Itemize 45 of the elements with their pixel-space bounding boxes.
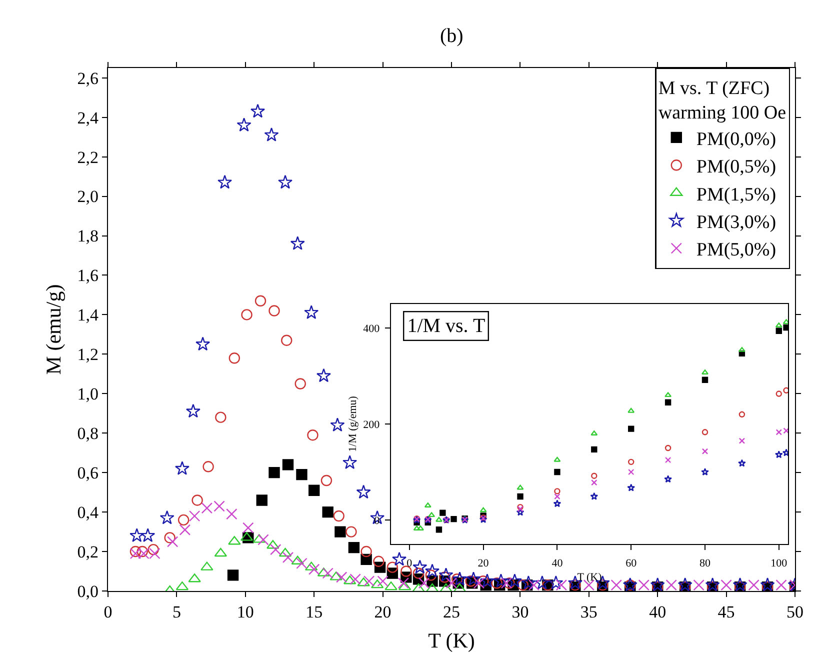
- x-tick-label: 40: [552, 557, 564, 570]
- y-tick-label: 0,4: [77, 503, 99, 522]
- y-axis-title: M (emu/g): [41, 284, 66, 375]
- x-tick-label: 5: [172, 602, 181, 622]
- y-tick-label: 2,0: [77, 187, 98, 206]
- x-tick-label: 0: [104, 602, 112, 622]
- x-axis-title: T (K): [577, 572, 602, 584]
- x-tick-label: 30: [512, 602, 529, 622]
- x-tick-label: 45: [718, 602, 735, 622]
- legend-label: PM(3,0%): [696, 212, 776, 233]
- x-tick-label: 100: [770, 557, 788, 570]
- y-tick-label: 0,8: [77, 424, 98, 444]
- x-tick-label: 60: [626, 557, 638, 570]
- y-tick-label: 1,8: [77, 226, 98, 246]
- legend-label: PM(0,5%): [696, 156, 776, 178]
- y-tick-label: 2,6: [77, 68, 98, 88]
- y-tick-label: 1,4: [77, 306, 99, 325]
- x-tick-label: 80: [700, 557, 711, 570]
- y-tick-label: 1,2: [77, 345, 98, 364]
- y-tick-label: 1,6: [77, 266, 98, 286]
- y-tick-label: 400: [363, 322, 380, 335]
- x-tick-label: 20: [478, 557, 490, 570]
- y-tick-label: 0,2: [77, 542, 98, 562]
- legend-label: PM(0,0%): [696, 128, 776, 150]
- x-tick-label: 25: [443, 602, 460, 622]
- y-tick-label: 2,4: [77, 108, 99, 128]
- legend-title: M vs. T (ZFC) warming 100 Oe: [658, 78, 786, 124]
- x-tick-label: 15: [306, 602, 323, 622]
- y-tick-label: 2,2: [77, 148, 98, 167]
- x-tick-label: 50: [786, 602, 804, 622]
- x-tick-label: 20: [374, 602, 392, 622]
- x-tick-label: 40: [649, 602, 666, 622]
- x-tick-label: 35: [580, 602, 598, 622]
- y-tick-label: 1,0: [77, 384, 98, 404]
- y-axis-title: 1/M (g/emu): [346, 396, 359, 452]
- annotation: 1/M vs. T: [407, 315, 486, 338]
- y-tick-label: 0,0: [77, 582, 98, 601]
- x-axis-title: T (K): [428, 628, 475, 653]
- x-tick-label: 10: [236, 602, 254, 622]
- chart-title: (b): [440, 25, 464, 47]
- y-tick-label: 200: [363, 418, 380, 431]
- y-tick-label: 0,6: [77, 464, 98, 483]
- legend-label: PM(1,5%): [696, 184, 776, 206]
- x-tick-label: 0: [406, 557, 413, 570]
- legend-label: PM(5,0%): [696, 240, 776, 261]
